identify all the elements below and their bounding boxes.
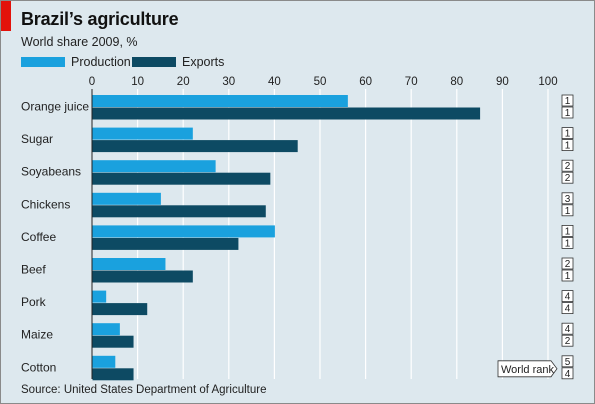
category-label: Coffee <box>21 230 56 244</box>
exports-rank-box <box>561 236 574 249</box>
production-bar <box>92 95 348 107</box>
exports-rank-box <box>561 139 574 152</box>
x-tick-label: 70 <box>405 76 418 88</box>
exports-bar <box>92 205 266 218</box>
x-tick-label: 80 <box>450 76 463 88</box>
category-label: Soyabeans <box>21 165 81 179</box>
exports-rank-box <box>561 334 574 347</box>
exports-rank-value: 4 <box>565 304 571 315</box>
category-label: Chickens <box>21 197 70 211</box>
production-bar <box>92 127 193 140</box>
exports-rank-value: 1 <box>565 141 571 152</box>
source-note: Source: United States Department of Agri… <box>21 384 267 396</box>
production-rank-value: 5 <box>565 357 571 368</box>
category-label: Cotton <box>21 360 56 374</box>
exports-rank-box <box>561 171 574 184</box>
legend-production: Production <box>21 55 131 69</box>
production-bar <box>92 258 166 270</box>
production-bar <box>92 192 161 205</box>
production-rank-box <box>561 290 574 303</box>
exports-bar <box>92 140 298 153</box>
x-tick-label: 30 <box>222 76 235 88</box>
production-bar <box>92 225 275 238</box>
production-rank-box <box>561 192 574 205</box>
exports-rank-value: 1 <box>565 271 571 282</box>
exports-rank-box <box>561 269 574 282</box>
category-label: Orange juice <box>21 100 89 114</box>
legend-exports-label: Exports <box>182 55 225 69</box>
world-rank-label: World rank <box>501 364 554 376</box>
production-rank-box <box>561 257 574 270</box>
exports-rank-box <box>561 367 574 380</box>
brand-tab <box>1 1 11 31</box>
legend-production-label: Production <box>71 55 131 69</box>
production-rank-value: 4 <box>565 324 571 335</box>
legend-production-swatch <box>21 57 65 67</box>
production-rank-box <box>561 224 574 237</box>
production-bar <box>92 160 216 173</box>
chart-title: Brazil’s agriculture <box>21 9 179 29</box>
exports-rank-value: 2 <box>565 336 571 347</box>
production-rank-value: 1 <box>565 226 571 237</box>
legend-exports-swatch <box>132 57 176 67</box>
production-rank-value: 1 <box>565 129 571 140</box>
production-rank-value: 4 <box>565 292 571 303</box>
production-rank-value: 1 <box>565 96 571 107</box>
category-label: Beef <box>21 263 46 277</box>
world-rank-callout <box>497 360 558 378</box>
production-rank-value: 2 <box>565 259 571 270</box>
exports-bar <box>92 335 134 348</box>
exports-rank-value: 1 <box>565 108 571 119</box>
x-tick-label: 10 <box>131 76 144 88</box>
category-label: Sugar <box>21 132 53 146</box>
exports-bar <box>92 107 481 120</box>
legend-exports: Exports <box>132 55 224 69</box>
production-bar <box>92 355 116 368</box>
x-tick-label: 100 <box>538 76 557 88</box>
x-tick-label: 50 <box>314 76 327 88</box>
x-tick-label: 40 <box>268 76 281 88</box>
production-rank-box <box>561 94 574 107</box>
chart-subtitle: World share 2009, % <box>21 35 138 49</box>
x-tick-label: 0 <box>89 76 95 88</box>
category-label: Maize <box>21 328 53 342</box>
exports-rank-value: 4 <box>565 369 571 380</box>
exports-bar <box>92 237 239 250</box>
x-tick-label: 90 <box>496 76 509 88</box>
exports-bar <box>92 172 271 185</box>
production-rank-box <box>561 322 574 335</box>
production-rank-box <box>561 127 574 139</box>
exports-rank-value: 1 <box>565 238 571 249</box>
exports-rank-box <box>561 204 574 217</box>
production-rank-value: 2 <box>565 161 571 172</box>
production-rank-value: 3 <box>565 194 571 205</box>
exports-bar <box>92 303 148 316</box>
exports-rank-box <box>561 302 574 315</box>
production-bar <box>92 290 107 303</box>
production-rank-box <box>561 355 574 368</box>
category-label: Pork <box>21 295 47 309</box>
production-rank-box <box>561 159 574 172</box>
exports-rank-value: 2 <box>565 173 571 184</box>
x-tick-label: 60 <box>359 76 372 88</box>
exports-bar <box>92 368 134 381</box>
production-bar <box>92 323 120 336</box>
exports-bar <box>92 270 193 283</box>
exports-rank-box <box>561 106 574 119</box>
x-tick-label: 20 <box>177 76 190 88</box>
exports-rank-value: 1 <box>565 206 571 217</box>
